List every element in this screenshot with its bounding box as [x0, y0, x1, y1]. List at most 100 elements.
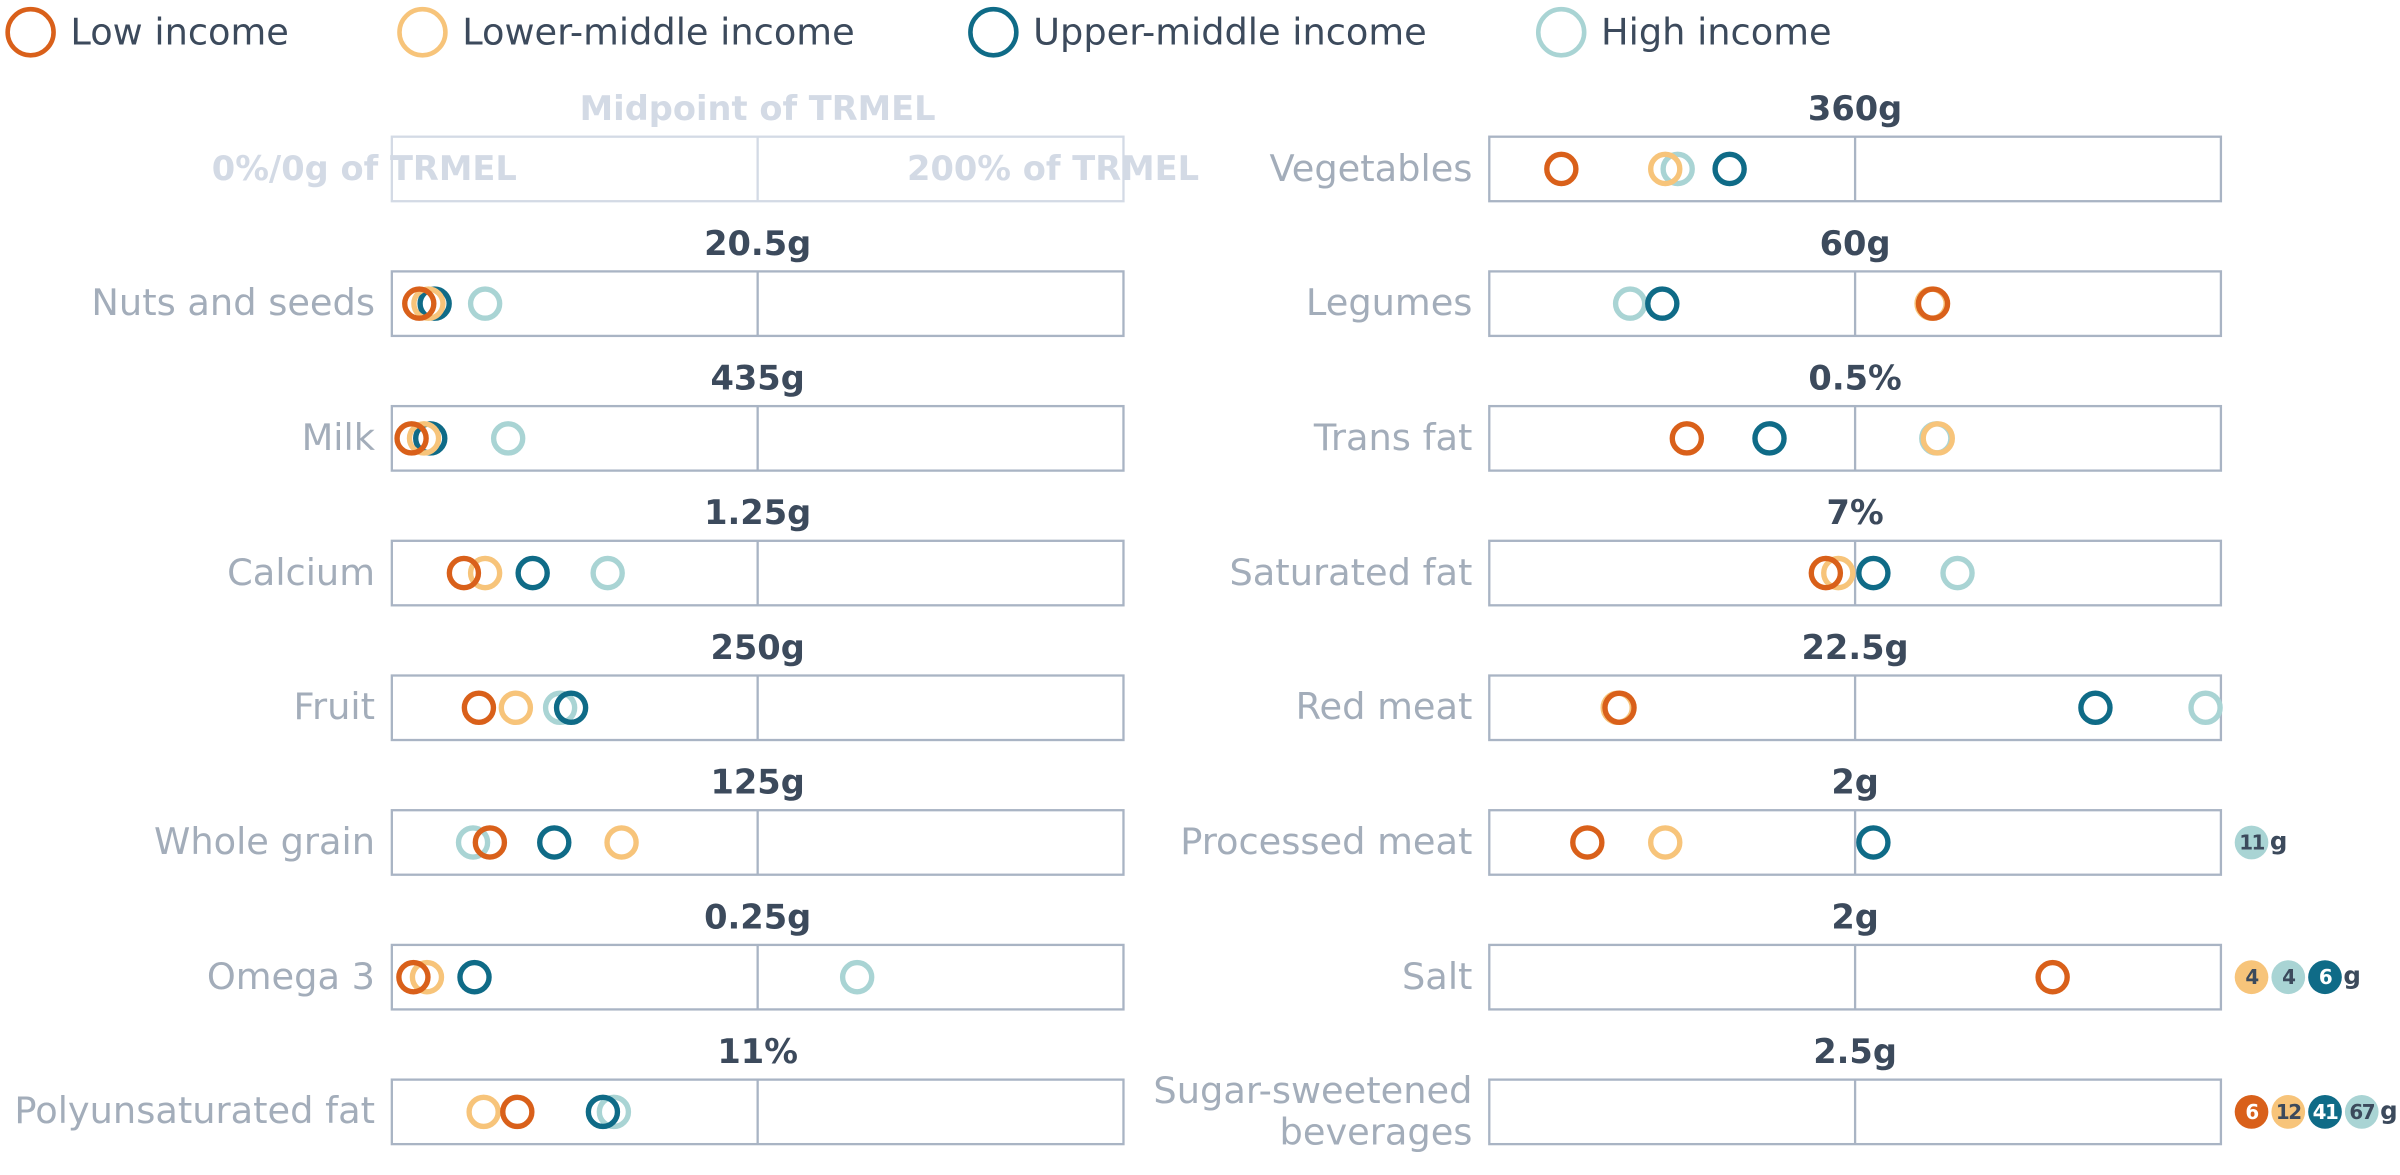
legend-label: High income [1601, 10, 1832, 53]
dot [553, 690, 589, 726]
dot [500, 1094, 535, 1130]
dot [1660, 151, 1695, 187]
dot [537, 825, 572, 860]
overflow-unit: g [2343, 961, 2361, 990]
dot [1808, 555, 1844, 591]
dot [1712, 151, 1747, 187]
dot [406, 421, 442, 456]
dot [1920, 421, 1955, 456]
dot [585, 1094, 621, 1130]
dot [466, 1094, 501, 1130]
dot [1570, 825, 1605, 860]
dot [1752, 421, 1787, 456]
dot [2188, 690, 2223, 726]
row-label-box: Trans fat [1313, 416, 1473, 460]
row-label-box: Vegetables [1269, 146, 1473, 190]
dot [1856, 555, 1891, 591]
overflow-badge [2234, 1094, 2269, 1129]
overflow-label: 41 [2313, 1101, 2338, 1124]
key-midpoint: Midpoint of TRMEL [580, 89, 936, 128]
overflow-badge [2308, 960, 2342, 995]
overflow-badge [2344, 1094, 2379, 1129]
overflow-unit: g [2270, 826, 2288, 855]
dot [1648, 825, 1683, 860]
row-label-box: Fruit [293, 685, 375, 729]
panel-target: 60g [1820, 224, 1891, 263]
legend-marker [397, 6, 448, 58]
dot [542, 690, 578, 726]
panel-target: 11% [717, 1032, 798, 1071]
overflow-label: 67 [2349, 1101, 2374, 1124]
legend-label: Upper-middle income [1033, 10, 1427, 53]
row-label-box: Salt [1402, 956, 1472, 997]
legend-marker [1535, 6, 1587, 58]
key-right: 200% of TRMEL [907, 149, 1199, 188]
legend-marker [968, 6, 1019, 58]
overflow-label: 11 [2239, 831, 2264, 854]
row-label: Red meat [1295, 685, 1473, 729]
panel-target: 0.25g [704, 897, 811, 936]
row-label: Sugar-sweetened beverages [1153, 1068, 1473, 1154]
key-left: 0%/0g of TRMEL [212, 149, 517, 188]
overflow-badge [2271, 960, 2306, 995]
row-label-box: Red meat [1295, 685, 1473, 729]
dot [1648, 151, 1683, 187]
dot [396, 959, 431, 995]
panel-target: 1.25g [704, 493, 811, 532]
panel-target: 7% [1827, 493, 1884, 532]
row-label: Fruit [293, 685, 375, 729]
dot [839, 959, 875, 995]
panel-target: 360g [1808, 89, 1902, 128]
overflow-badge [2308, 1094, 2342, 1129]
row-label: Whole grain [154, 820, 375, 864]
panel-target: 2g [1831, 763, 1879, 802]
dot [515, 555, 550, 591]
row-label: Calcium [227, 550, 375, 594]
panel-target: 22.5g [1802, 628, 1909, 667]
dot [1856, 825, 1891, 860]
dot [461, 690, 497, 726]
overflow-label: 4 [2245, 966, 2258, 989]
row-label-box: Processed meat [1180, 821, 1472, 862]
dot [455, 825, 491, 860]
panel-target: 20.5g [704, 224, 811, 263]
dot [604, 825, 639, 860]
panel-target: 0.5% [1808, 358, 1901, 397]
row-label: Milk [301, 416, 375, 460]
row-label: Nuts and seeds [91, 281, 375, 325]
overflow-label: 4 [2282, 966, 2295, 989]
row-label: Omega 3 [206, 954, 375, 998]
overflow-label: 6 [2319, 966, 2332, 989]
dot [1940, 555, 1975, 591]
legend-label: Low income [70, 10, 288, 53]
dot [467, 286, 503, 321]
overflow-badge [2234, 825, 2269, 860]
row-label-box: Whole grain [154, 820, 375, 864]
row-label: Legumes [1305, 281, 1473, 325]
dot [472, 825, 508, 860]
row-label-box: Nuts and seeds [91, 281, 375, 325]
panel-target: 125g [710, 763, 804, 802]
row-label-box: Legumes [1305, 281, 1473, 325]
row-label-box: Sugar-sweetened beverages [1153, 1068, 1473, 1154]
dot [446, 555, 482, 591]
row-label-box: Polyunsaturated fat [14, 1090, 375, 1131]
dot [1645, 286, 1680, 321]
legend-marker [5, 6, 56, 58]
panel-target: 2g [1831, 897, 1879, 936]
dot [2035, 959, 2070, 995]
row-label-box: Milk [301, 416, 375, 460]
overflow-label: 6 [2245, 1101, 2258, 1124]
dot [596, 1094, 632, 1130]
row-label: Trans fat [1313, 416, 1473, 460]
row-label: Saturated fat [1229, 550, 1473, 594]
overflow-label: 12 [2276, 1101, 2301, 1124]
row-label-box: Calcium [227, 550, 375, 594]
dot [1612, 286, 1648, 321]
overflow-badge [2271, 1094, 2306, 1129]
row-label: Vegetables [1269, 146, 1473, 190]
dot [590, 555, 625, 591]
dot [1544, 151, 1579, 187]
dot [1821, 555, 1856, 591]
